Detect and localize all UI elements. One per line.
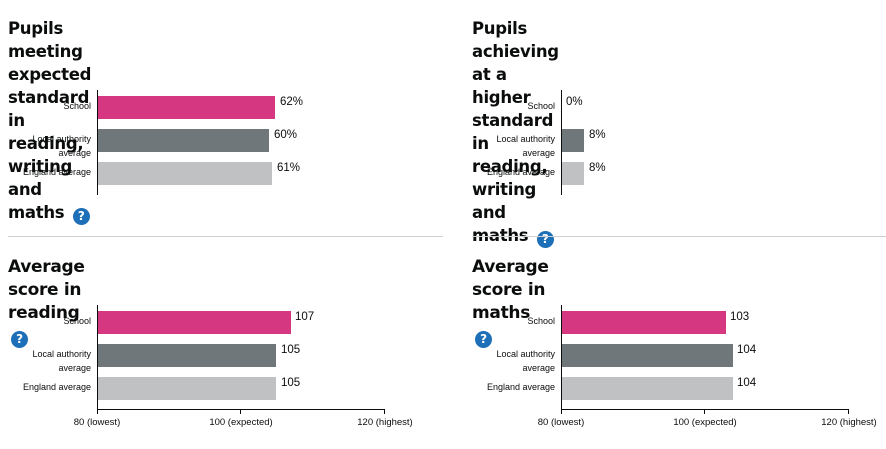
bar-england <box>98 162 272 185</box>
row-label-school: School <box>63 101 91 111</box>
help-icon[interactable]: ? <box>475 331 492 348</box>
row-label-school: School <box>527 101 555 111</box>
label-line-2: average <box>58 363 91 373</box>
x-tick-label: 80 (lowest) <box>537 417 585 428</box>
bar-school <box>562 311 726 334</box>
bar-local-authority <box>98 129 269 152</box>
bar-school <box>98 96 275 119</box>
row-label-school: School <box>63 316 91 326</box>
row-label-england: England average <box>22 382 91 392</box>
x-tick-label: 120 (highest) <box>821 417 877 428</box>
section-divider <box>8 236 443 237</box>
row-label-local-authority: Local authority average <box>445 132 555 160</box>
chart-title: Pupils meeting expected standard in read… <box>8 17 91 225</box>
x-tick-label: 100 (expected) <box>673 417 737 428</box>
value-england: 61% <box>277 162 301 174</box>
section-divider <box>472 236 886 237</box>
help-icon[interactable]: ? <box>536 231 554 248</box>
bar-england <box>562 377 733 400</box>
title-line-1: Pupils achieving at a higher standard in… <box>472 19 559 176</box>
x-tick-label: 100 (expected) <box>209 417 273 428</box>
row-label-england: England average <box>486 382 555 392</box>
value-school: 103 <box>730 311 750 323</box>
bar-local-authority <box>98 344 276 367</box>
y-axis <box>561 305 562 410</box>
title-line-2: and maths <box>8 180 65 222</box>
x-tick-label: 80 (lowest) <box>73 417 121 428</box>
label-line-1: Local authority <box>32 134 91 144</box>
bar-local-authority <box>562 344 733 367</box>
label-line-1: Local authority <box>496 349 555 359</box>
y-axis <box>97 305 98 410</box>
bar-school <box>98 311 291 334</box>
row-label-local-authority: Local authority average <box>445 347 555 375</box>
bar-england <box>562 162 584 185</box>
x-axis <box>561 409 849 410</box>
row-label-school: School <box>527 316 555 326</box>
bar-england <box>98 377 276 400</box>
value-local-authority: 104 <box>737 344 757 356</box>
x-tick <box>848 409 849 414</box>
title-line-2: writing and maths <box>472 180 537 245</box>
x-tick <box>240 409 241 414</box>
row-label-local-authority: Local authority average <box>0 132 91 160</box>
label-line-2: average <box>522 363 555 373</box>
value-england: 104 <box>737 377 757 389</box>
value-england: 105 <box>281 377 301 389</box>
chart-title: Pupils achieving at a higher standard in… <box>472 17 559 248</box>
x-tick-label: 120 (highest) <box>357 417 413 428</box>
chart-title: Average score in maths ? <box>472 256 549 348</box>
row-label-england: England average <box>22 167 91 177</box>
label-line-1: Local authority <box>496 134 555 144</box>
value-local-authority: 60% <box>274 129 298 141</box>
value-england: 8% <box>589 162 606 174</box>
x-tick <box>561 409 562 414</box>
y-axis <box>561 90 562 195</box>
x-tick <box>384 409 385 414</box>
help-icon[interactable]: ? <box>11 331 28 348</box>
chart-title: Average score in reading ? <box>8 256 85 348</box>
value-school: 107 <box>295 311 315 323</box>
y-axis <box>97 90 98 195</box>
value-school: 62% <box>280 96 304 108</box>
row-label-local-authority: Local authority average <box>0 347 91 375</box>
value-local-authority: 105 <box>281 344 301 356</box>
bar-local-authority <box>562 129 584 152</box>
label-line-2: average <box>58 148 91 158</box>
value-school: 0% <box>566 96 583 108</box>
title-text: Average score in maths <box>472 257 549 323</box>
title-line-1: Pupils meeting expected standard in read… <box>8 19 92 176</box>
x-tick <box>704 409 705 414</box>
label-line-2: average <box>522 148 555 158</box>
x-axis <box>97 409 385 410</box>
title-text: Average score in reading <box>8 257 85 323</box>
value-local-authority: 8% <box>589 129 606 141</box>
label-line-1: Local authority <box>32 349 91 359</box>
x-tick <box>97 409 98 414</box>
help-icon[interactable]: ? <box>72 208 90 225</box>
row-label-england: England average <box>486 167 555 177</box>
